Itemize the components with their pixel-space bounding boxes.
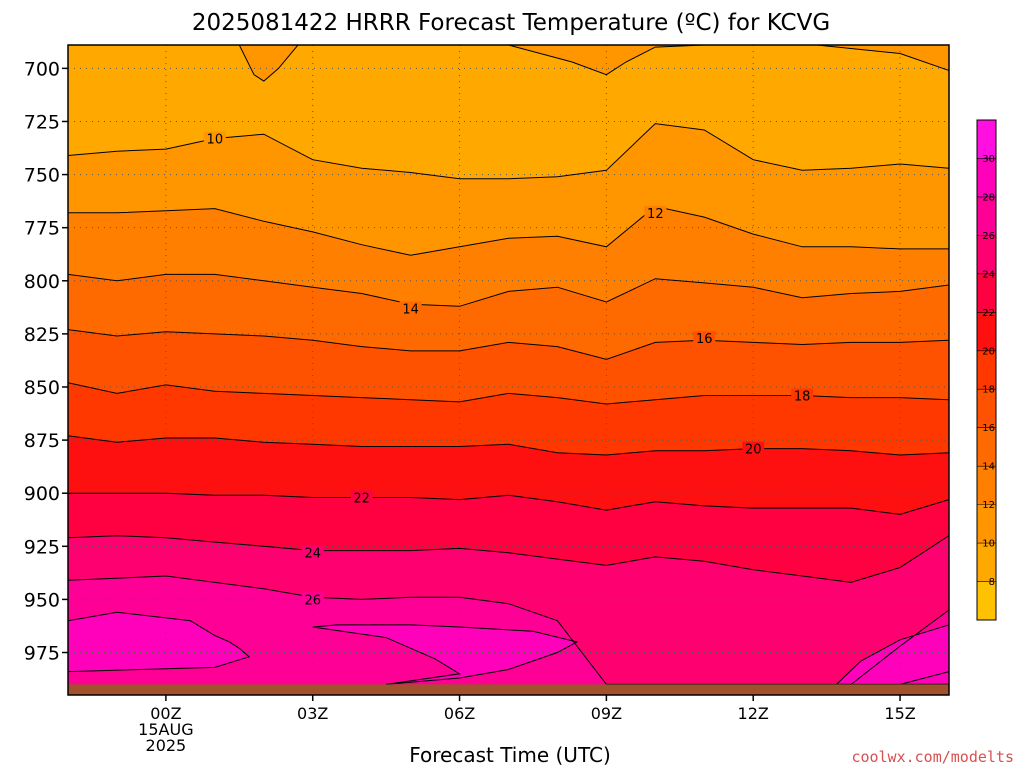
colorbar-swatch-4 bbox=[977, 427, 996, 467]
colorbar-label-28: 28 bbox=[982, 192, 995, 203]
pocket-10-0 bbox=[239, 45, 298, 82]
colorbar-swatch-11 bbox=[977, 158, 996, 197]
pocket-10-2 bbox=[816, 45, 949, 71]
x-tick-label-9-0: 09Z bbox=[591, 704, 622, 723]
colorbar-swatch-12 bbox=[977, 120, 996, 159]
temperature-pockets bbox=[68, 45, 949, 685]
isotherm-labels: 10 12 14 16 18 20 22 24 26 bbox=[203, 131, 814, 608]
isotherm-label-24: 24 bbox=[304, 547, 321, 562]
x-tick-label-3-0: 03Z bbox=[297, 704, 328, 723]
y-tick-label-750: 750 bbox=[24, 165, 60, 187]
colorbar-label-24: 24 bbox=[982, 269, 995, 280]
isotherm-label-bg-10 bbox=[203, 131, 226, 146]
pocket-10-1 bbox=[508, 45, 705, 75]
isotherm-label-bg-22 bbox=[350, 490, 373, 505]
colorbar-label-14: 14 bbox=[982, 462, 995, 473]
y-tick-label-775: 775 bbox=[24, 218, 60, 240]
colorbar-swatch-6 bbox=[977, 350, 996, 390]
colorbar-swatch-2 bbox=[977, 504, 996, 544]
isotherm-label-bg-26 bbox=[301, 592, 324, 607]
isotherm-label-bg-16 bbox=[693, 331, 716, 346]
y-axis: 700 725 750 775 800 825 850 875 900 925 950 975 bbox=[24, 58, 68, 665]
isotherm-label-22: 22 bbox=[353, 491, 370, 506]
isotherm-16 bbox=[68, 329, 949, 360]
isotherm-24 bbox=[68, 535, 949, 583]
isotherm-20 bbox=[68, 435, 949, 456]
x-tick-label-0-0: 00Z bbox=[150, 704, 181, 723]
grid-lines bbox=[68, 45, 949, 695]
colorbar-swatch-8 bbox=[977, 273, 996, 313]
isotherm-label-18: 18 bbox=[794, 389, 811, 404]
colorbar-label-8: 8 bbox=[989, 577, 995, 588]
pocket-28-3 bbox=[68, 612, 250, 672]
isotherm-22 bbox=[68, 492, 949, 515]
x-tick-label-15-0: 15Z bbox=[884, 704, 915, 723]
colorbar-frame bbox=[976, 119, 997, 621]
y-tick-label-950: 950 bbox=[24, 589, 60, 611]
colorbar-swatch-5 bbox=[977, 389, 996, 428]
ground-fill bbox=[68, 684, 949, 695]
colorbar-swatch-9 bbox=[977, 235, 996, 274]
x-tick-label-12-0: 12Z bbox=[738, 704, 769, 723]
colorbar-label-12: 12 bbox=[982, 500, 995, 511]
isotherm-label-16: 16 bbox=[696, 332, 713, 347]
temperature-bands bbox=[68, 45, 949, 695]
pocket-28-4 bbox=[312, 624, 577, 685]
y-tick-label-975: 975 bbox=[24, 643, 60, 665]
y-tick-label-900: 900 bbox=[24, 483, 60, 505]
colorbar-swatch-0 bbox=[977, 581, 996, 620]
chart-title: 2025081422 HRRR Forecast Temperature (ºC… bbox=[192, 10, 830, 36]
plot-area: 10 12 14 16 18 20 22 24 26 bbox=[68, 45, 949, 695]
ground-surface bbox=[68, 684, 949, 695]
pocket-line-10-0 bbox=[238, 45, 299, 82]
y-tick-label-725: 725 bbox=[24, 111, 60, 133]
isotherm-label-14: 14 bbox=[402, 302, 419, 317]
colorbar-label-18: 18 bbox=[982, 385, 995, 396]
isotherm-label-bg-14 bbox=[399, 301, 422, 316]
isotherm-label-bg-12 bbox=[644, 205, 667, 220]
colorbar: 8 10 12 14 16 18 20 22 24 26 28 30 bbox=[976, 119, 997, 621]
colorbar-swatch-7 bbox=[977, 312, 996, 351]
colorbar-label-30: 30 bbox=[982, 154, 995, 165]
colorbar-label-22: 22 bbox=[982, 308, 995, 319]
colorbar-swatch-3 bbox=[977, 466, 996, 505]
y-tick-label-850: 850 bbox=[24, 377, 60, 399]
x-tick-label-6-0: 06Z bbox=[444, 704, 475, 723]
colorbar-swatch-10 bbox=[977, 196, 996, 236]
x-tick-label-0-1: 15AUG bbox=[138, 720, 193, 739]
pocket-line-28-3 bbox=[68, 611, 251, 673]
isotherm-label-20: 20 bbox=[745, 443, 762, 458]
pocket-line-10-1 bbox=[508, 45, 705, 76]
pocket-line-28-4 bbox=[312, 624, 579, 685]
isotherm-label-bg-20 bbox=[742, 441, 765, 456]
colorbar-label-16: 16 bbox=[982, 423, 995, 434]
isotherm-label-12: 12 bbox=[647, 207, 664, 222]
isotherm-label-bg-24 bbox=[301, 545, 324, 560]
isotherm-12 bbox=[68, 205, 949, 256]
colorbar-label-20: 20 bbox=[982, 346, 995, 357]
plot-frame bbox=[67, 44, 950, 696]
x-axis-label: Forecast Time (UTC) bbox=[409, 743, 611, 767]
isotherm-label-26: 26 bbox=[304, 593, 321, 608]
x-tick-label-0-2: 2025 bbox=[146, 736, 187, 755]
credit-text: coolwx.com/modelts bbox=[851, 748, 1014, 766]
y-tick-label-700: 700 bbox=[24, 58, 60, 80]
pocket-28-5 bbox=[836, 624, 949, 685]
isotherm-label-10: 10 bbox=[207, 132, 224, 147]
y-tick-label-925: 925 bbox=[24, 536, 60, 558]
y-tick-label-800: 800 bbox=[24, 271, 60, 293]
colorbar-label-26: 26 bbox=[982, 231, 995, 242]
pocket-line-10-2 bbox=[816, 45, 949, 72]
colorbar-swatch-1 bbox=[977, 543, 996, 582]
y-tick-label-825: 825 bbox=[24, 324, 60, 346]
colorbar-label-10: 10 bbox=[982, 539, 995, 550]
isotherm-14 bbox=[68, 273, 949, 307]
isotherm-label-bg-18 bbox=[791, 388, 814, 403]
y-tick-label-875: 875 bbox=[24, 430, 60, 452]
